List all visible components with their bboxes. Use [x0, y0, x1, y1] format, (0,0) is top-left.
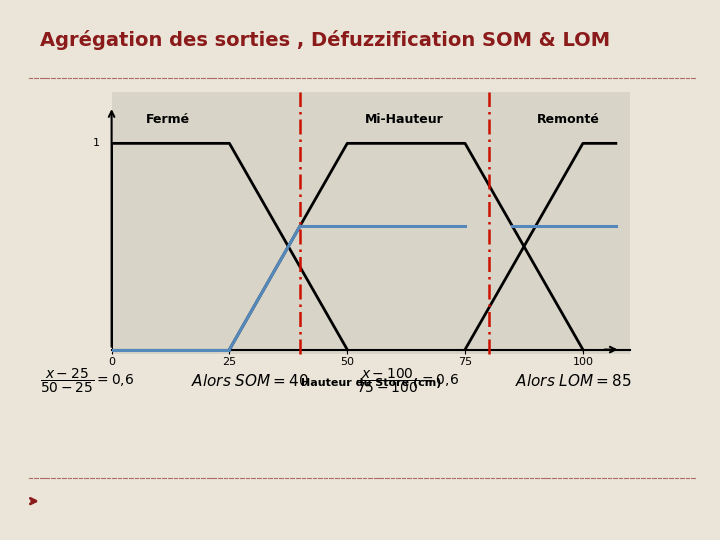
Text: 1: 1: [93, 138, 100, 149]
Text: Mi-Hauteur: Mi-Hauteur: [364, 113, 444, 126]
Text: Hauteur du Store (cm): Hauteur du Store (cm): [301, 379, 441, 388]
Text: Agrégation des sorties , Défuzzification SOM & LOM: Agrégation des sorties , Défuzzification…: [40, 30, 610, 50]
Text: $\dfrac{x-100}{75-100}$$ = 0{,}6$: $\dfrac{x-100}{75-100}$$ = 0{,}6$: [356, 367, 459, 395]
Text: Fermé: Fermé: [146, 113, 190, 126]
Text: $\mathit{Alors}\ \mathit{SOM} = 40$: $\mathit{Alors}\ \mathit{SOM} = 40$: [191, 373, 309, 389]
Text: $\dfrac{x-25}{50-25}$$ = 0{,}6$: $\dfrac{x-25}{50-25}$$ = 0{,}6$: [40, 367, 134, 395]
Text: Remonté: Remonté: [537, 113, 600, 126]
Text: $\mathit{Alors}\ \mathit{LOM} = 85$: $\mathit{Alors}\ \mathit{LOM} = 85$: [515, 373, 631, 389]
